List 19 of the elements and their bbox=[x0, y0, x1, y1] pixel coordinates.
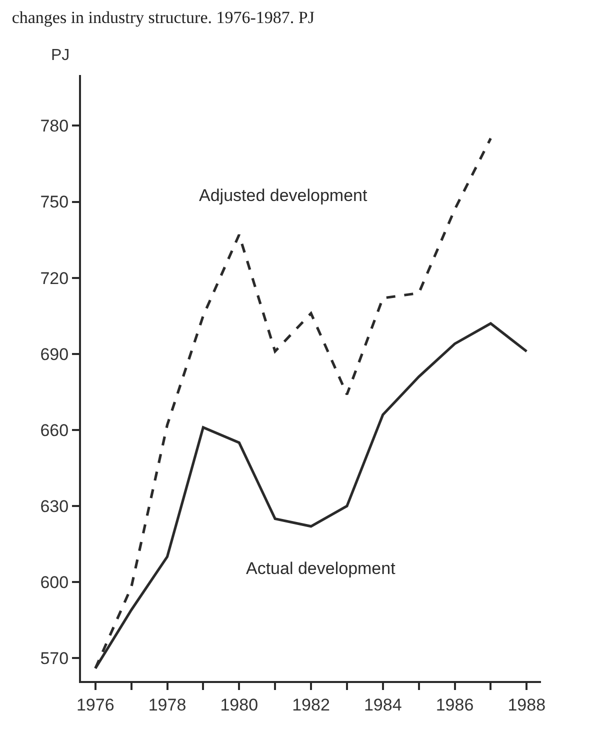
x-tick-label: 1984 bbox=[364, 695, 402, 714]
x-tick-label: 1976 bbox=[76, 695, 114, 714]
text: Adjusted development bbox=[199, 186, 368, 205]
x-tick-label: 1986 bbox=[436, 695, 474, 714]
y-tick-label: 750 bbox=[40, 192, 69, 212]
x-tick-label: 1988 bbox=[508, 695, 546, 714]
text: Actual development bbox=[246, 559, 396, 578]
chart-title: changes in industry structure. 1976-1987. PJ bbox=[12, 8, 315, 28]
y-tick-label: 660 bbox=[40, 420, 69, 440]
x-tick-label: 1980 bbox=[220, 695, 258, 714]
x-tick-label: 1978 bbox=[148, 695, 186, 714]
y-tick-label: 780 bbox=[40, 116, 69, 136]
y-tick-label: 720 bbox=[40, 268, 69, 288]
y-tick-label: 690 bbox=[40, 344, 69, 364]
y-tick-label: 600 bbox=[40, 573, 69, 592]
y-tick-label: 570 bbox=[40, 649, 69, 668]
x-tick-label: 1982 bbox=[292, 695, 330, 714]
y-axis-title: PJ bbox=[51, 47, 70, 64]
y-tick-label: 630 bbox=[40, 497, 69, 516]
